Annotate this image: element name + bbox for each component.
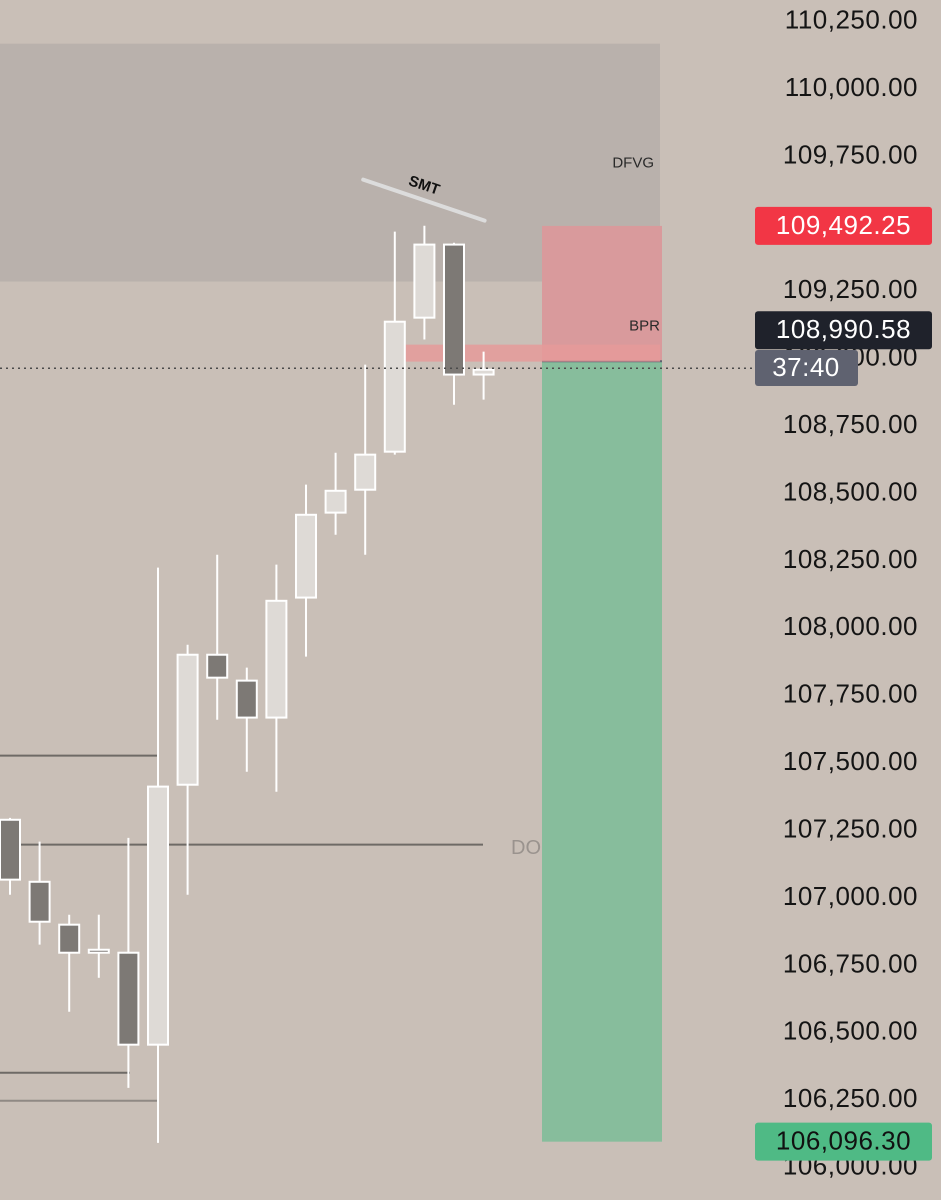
candle-body	[87, 948, 110, 954]
dfvg-label: DFVG	[612, 155, 654, 172]
stop-zone	[542, 225, 662, 362]
y-tick-label: 106,250.00	[783, 1083, 918, 1113]
candle-body	[443, 243, 465, 376]
smt-line	[361, 177, 487, 223]
last-price-label-box	[755, 311, 932, 350]
y-tick-label: 109,750.00	[783, 139, 918, 169]
candle-body	[206, 653, 229, 679]
candle-body	[176, 653, 199, 786]
candle-body	[235, 679, 258, 719]
target-price-label-box	[755, 1122, 932, 1161]
candle-body	[58, 923, 81, 954]
daily-open-label: DO	[511, 837, 541, 859]
countdown: 37:40	[772, 352, 840, 382]
candle-body	[472, 368, 495, 376]
y-tick-label: 108,500.00	[783, 476, 918, 506]
y-tick-label: 109,250.00	[783, 274, 918, 304]
candle-body	[28, 880, 51, 923]
target-zone	[542, 361, 662, 1142]
countdown-box	[755, 350, 858, 386]
candle-body	[413, 243, 436, 319]
y-tick-label: 108,000.00	[783, 611, 918, 641]
target-price-label: 106,096.30	[776, 1126, 911, 1156]
last-price-label: 108,990.58	[776, 314, 911, 344]
candle-body	[354, 453, 377, 491]
candle-body	[265, 599, 288, 719]
y-tick-label: 108,250.00	[783, 544, 918, 574]
y-tick-label: 106,500.00	[783, 1016, 918, 1046]
y-tick-label: 107,000.00	[783, 881, 918, 911]
candle-body	[383, 320, 406, 453]
candle-body	[0, 818, 21, 881]
y-tick-label: 107,750.00	[783, 679, 918, 709]
candle-body	[324, 489, 347, 514]
y-tick-label: 106,750.00	[783, 948, 918, 978]
y-tick-label: 108,750.00	[783, 409, 918, 439]
bpr-label: BPR	[629, 318, 660, 335]
bpr-zone	[397, 344, 660, 362]
stop-price-label: 109,492.25	[776, 210, 911, 240]
candle-body	[295, 513, 317, 599]
y-tick-label: 107,250.00	[783, 813, 918, 843]
candle-body	[147, 785, 169, 1046]
candle-body	[117, 951, 140, 1046]
y-tick-label: 107,500.00	[783, 746, 918, 776]
y-tick-label: 110,000.00	[785, 72, 918, 102]
y-tick-label: 110,250.00	[785, 4, 918, 34]
stop-price-label-box	[755, 206, 932, 245]
